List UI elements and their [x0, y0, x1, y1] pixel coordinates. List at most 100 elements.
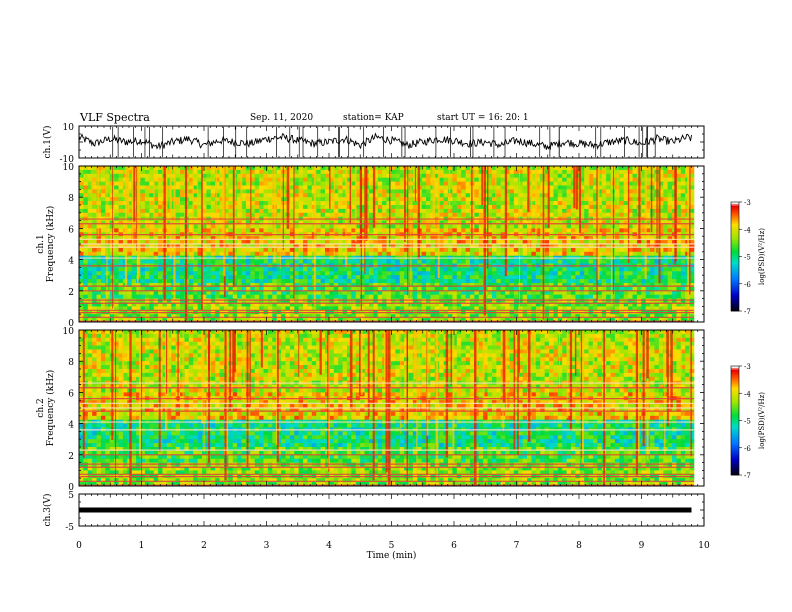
- spectrogram-cell: [500, 236, 506, 241]
- spectrogram-cell: [346, 275, 352, 280]
- spectrogram-cell: [614, 290, 620, 295]
- spectrogram-cell: [676, 240, 682, 245]
- spectrogram-cell: [426, 197, 431, 202]
- spectrogram-cell: [127, 205, 133, 210]
- spectrogram-cell: [96, 271, 102, 276]
- spectrogram-cell: [689, 212, 695, 217]
- spectrogram-cell: [149, 193, 154, 198]
- spectrogram-cell: [276, 173, 282, 178]
- spectrogram-cell: [87, 212, 93, 217]
- spectrogram-cell: [474, 189, 480, 194]
- spectrogram-cell: [540, 173, 545, 178]
- spectrogram-cell: [474, 205, 480, 210]
- spectrogram-cell: [144, 302, 150, 307]
- spectrogram-cell: [202, 259, 207, 264]
- spectrogram-cell: [535, 247, 541, 253]
- spectrogram-cell: [329, 267, 335, 272]
- spectrogram-cell: [368, 208, 374, 214]
- spectrogram-cell: [153, 205, 159, 210]
- spectrogram-cell: [513, 267, 519, 272]
- spectrogram-cell: [474, 208, 480, 214]
- spectrogram-cell: [149, 283, 154, 288]
- spectrogram-cell: [355, 275, 361, 280]
- spectrogram-cell: [382, 208, 387, 214]
- spectrogram-cell: [79, 201, 84, 206]
- spectrogram-cell: [636, 290, 642, 295]
- spectrogram-cell: [412, 205, 418, 210]
- spectrogram-cell: [667, 220, 673, 225]
- spectrogram-cell: [641, 294, 646, 299]
- spectrogram-cell: [325, 228, 330, 233]
- spectrogram-cell: [127, 244, 133, 249]
- spectrogram-cell: [513, 220, 519, 225]
- spectrogram-cell: [254, 197, 260, 202]
- spectrogram-cell: [632, 259, 638, 264]
- spectrogram-cell: [571, 259, 576, 264]
- spectrogram-cell: [689, 173, 695, 178]
- spectrogram-cell: [316, 228, 321, 233]
- spectrogram-cell: [166, 271, 172, 276]
- spectrogram-cell: [100, 240, 106, 245]
- spectrogram-cell: [443, 275, 449, 280]
- spectrogram-cell: [114, 302, 119, 307]
- spectrogram-cell: [505, 290, 510, 295]
- spectrogram-cell: [390, 220, 396, 225]
- spectrogram-cell: [144, 247, 150, 253]
- spectrogram-cell: [632, 247, 638, 253]
- spectrogram-cell: [518, 197, 523, 202]
- spectrogram-cell: [149, 166, 154, 171]
- spectrogram-cell: [395, 294, 400, 299]
- spectrogram-cell: [610, 247, 616, 253]
- spectrogram-cell: [544, 228, 550, 233]
- spectrogram-cell: [83, 275, 89, 280]
- spectrogram-cell: [263, 228, 269, 233]
- spectrogram-cell: [325, 205, 330, 210]
- spectrogram-cell: [351, 212, 357, 217]
- spectrogram-cell: [575, 212, 581, 217]
- spectrogram-cell: [140, 197, 146, 202]
- spectrogram-cell: [628, 240, 633, 245]
- spectrogram-cell: [439, 259, 444, 264]
- spectrogram-cell: [597, 208, 603, 214]
- spectrogram-cell: [144, 275, 150, 280]
- spectrogram-cell: [202, 275, 207, 280]
- spectrogram-cell: [544, 279, 550, 284]
- spectrogram-cell: [241, 302, 247, 307]
- spectrogram-cell: [241, 294, 247, 299]
- spectrogram-cell: [553, 201, 559, 206]
- spectrogram-cell: [623, 259, 629, 264]
- spectrogram-cell: [544, 286, 550, 292]
- spectrogram-cell: [650, 173, 655, 178]
- spectrogram-cell: [83, 247, 89, 253]
- spectrogram-cell: [202, 212, 207, 217]
- spectrogram-cell: [404, 208, 409, 214]
- spectrogram-cell: [601, 205, 607, 210]
- spectrogram-cell: [518, 267, 523, 272]
- spectrogram-cell: [298, 173, 304, 178]
- spectrogram-cell: [96, 294, 102, 299]
- spectrogram-cell: [140, 290, 146, 295]
- spectrogram-cell: [188, 236, 194, 241]
- spectrogram-cell: [267, 212, 273, 217]
- spectrogram-cell: [619, 267, 625, 272]
- spectrogram-cell: [346, 169, 352, 175]
- spectrogram-cell: [544, 240, 550, 245]
- spectrogram-cell: [382, 275, 387, 280]
- spectrogram-cell: [109, 283, 115, 288]
- spectrogram-cell: [333, 259, 339, 264]
- spectrogram-cell: [527, 279, 532, 284]
- spectrogram-cell: [553, 208, 559, 214]
- spectrogram-cell: [562, 189, 567, 194]
- spectrogram-cell: [109, 205, 115, 210]
- spectrogram-cell: [206, 185, 212, 190]
- spectrogram-cell: [434, 228, 440, 233]
- spectrogram-cell: [263, 236, 269, 241]
- spectrogram-cell: [549, 208, 554, 214]
- spectrogram-cell: [197, 177, 203, 182]
- spectrogram-cell: [452, 251, 458, 256]
- spectrogram-cell: [250, 290, 256, 295]
- spectrogram-cell: [465, 271, 471, 276]
- spectrogram-cell: [395, 275, 400, 280]
- spectrogram-cell: [522, 224, 528, 229]
- spectrogram-cell: [303, 201, 308, 206]
